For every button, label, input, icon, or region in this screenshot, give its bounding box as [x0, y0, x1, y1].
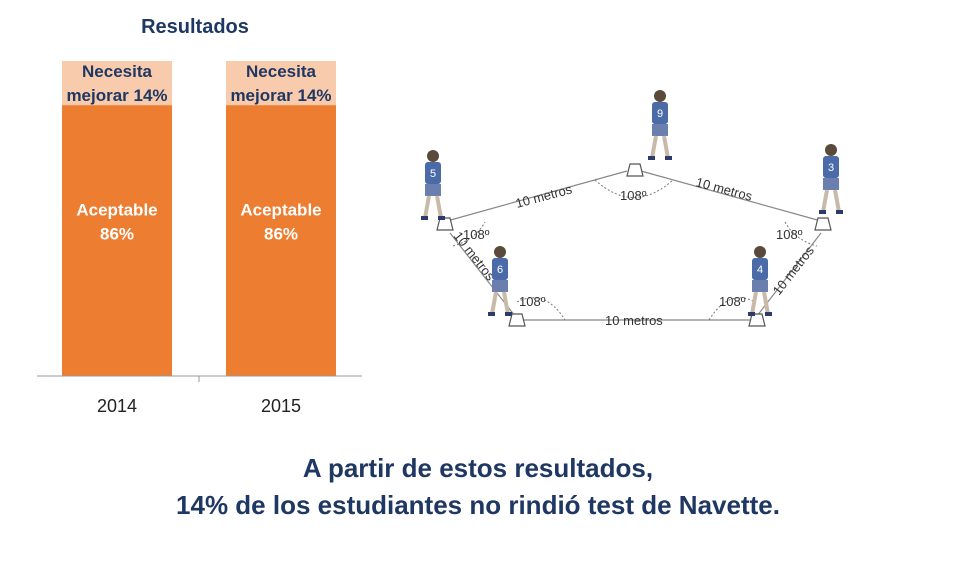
data-label: 86%: [264, 225, 298, 244]
conclusion-line-1: A partir de estos resultados,: [302, 453, 654, 483]
data-label: mejorar 14%: [230, 86, 331, 105]
runner-figure: 3: [819, 144, 843, 214]
conclusion-text: A partir de estos resultados, 14% de los…: [0, 450, 956, 524]
angle-arc-bottom-left: [516, 297, 566, 321]
cone-icon: [814, 217, 832, 231]
cone-icon: [436, 217, 454, 231]
data-label: mejorar 14%: [66, 86, 167, 105]
bar-segment-aceptable-2015: [226, 105, 336, 376]
bar-segment-necesita-mejorar-2014: [62, 61, 172, 106]
cone-icon: [748, 313, 766, 327]
cone-icon: [508, 313, 526, 327]
runner-number: 3: [828, 162, 834, 174]
side-label-top-left: 10 metros: [514, 181, 574, 211]
runner-number: 9: [657, 108, 663, 120]
bar-segment-aceptable-2014: [62, 105, 172, 376]
runner-figure: 4: [748, 246, 772, 316]
angle-arc-left: [452, 221, 486, 247]
chart-title: Resultados: [141, 16, 249, 38]
side-label-top-right: 10 metros: [694, 174, 754, 204]
x-tick-label: 2015: [261, 396, 301, 416]
x-tick-label: 2014: [97, 396, 137, 416]
side-label-right: 10 metros: [770, 243, 818, 298]
angle-label-right: 108º: [776, 227, 803, 242]
bar-segment-necesita-mejorar-2015: [226, 61, 336, 106]
data-label: Necesita: [246, 62, 316, 81]
runner-figure: 9: [648, 90, 672, 160]
runner-number: 6: [497, 264, 503, 276]
angle-arc-right: [784, 221, 818, 247]
side-label-bottom: 10 metros: [605, 313, 663, 328]
angle-label-top: 108º: [620, 188, 647, 203]
pentagon-diagram: 10 metros 10 metros 10 metros 10 metros …: [421, 90, 843, 328]
angle-label-left: 108º: [463, 227, 490, 242]
data-label: Necesita: [82, 62, 152, 81]
angle-arc-top: [594, 179, 674, 198]
runner-figure: 5: [421, 150, 445, 220]
conclusion-line-2: 14% de los estudiantes no rindió test de…: [176, 490, 780, 520]
stacked-bar-chart: Aceptable 86% Necesita mejorar 14% 2014 Acept…: [37, 61, 362, 416]
cone-icon: [626, 163, 644, 177]
runner-figure: 6: [488, 246, 512, 316]
side-top-left: [446, 170, 628, 222]
angle-label-bottom-left: 108º: [519, 294, 546, 309]
data-label: Aceptable: [76, 201, 157, 220]
angle-arc-bottom-right: [708, 297, 756, 321]
runner-number: 4: [757, 264, 763, 276]
data-label: Aceptable: [240, 201, 321, 220]
data-label: 86%: [100, 225, 134, 244]
angle-label-bottom-right: 108º: [719, 294, 746, 309]
side-top-right: [640, 170, 822, 222]
runner-number: 5: [430, 168, 436, 180]
